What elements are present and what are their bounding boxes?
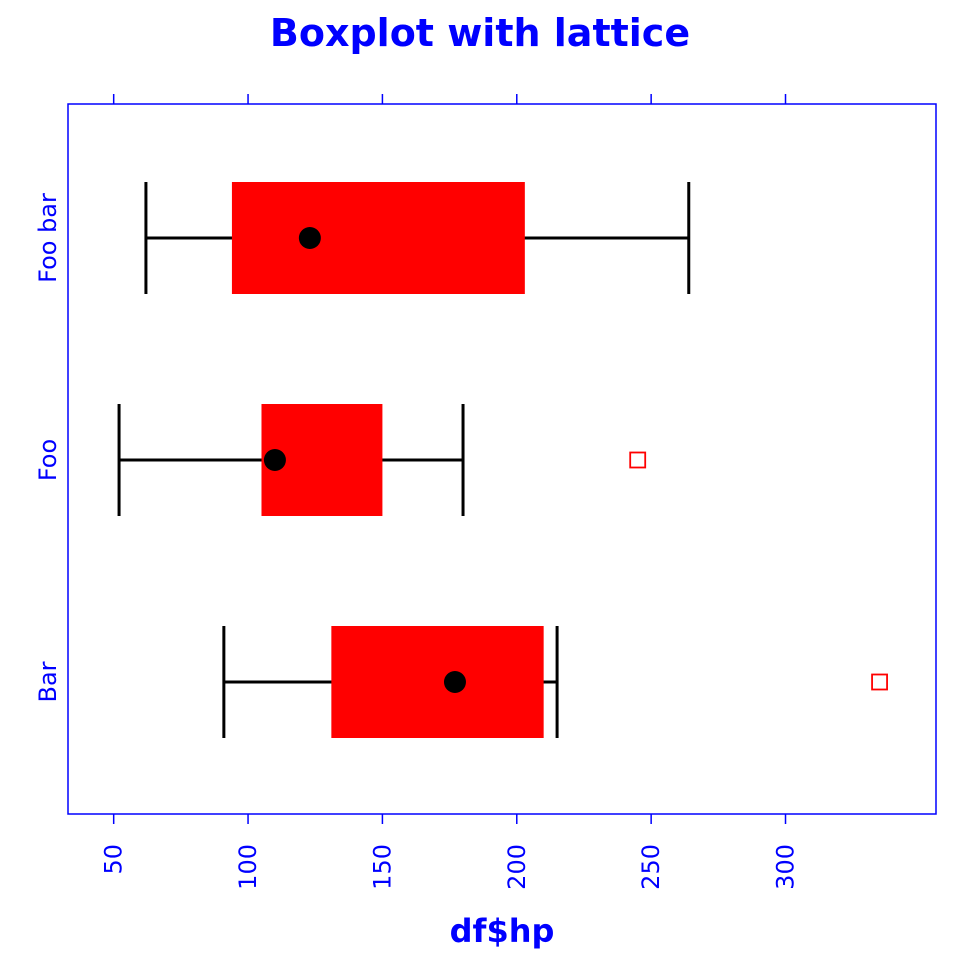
x-tick-label: 300 — [772, 844, 800, 890]
bottom-axis-ticks — [112, 814, 787, 824]
median-dot — [298, 227, 321, 249]
iqr-box — [331, 626, 544, 738]
x-tick-label: 50 — [100, 844, 128, 875]
box-group — [222, 626, 888, 738]
category-labels: Bar Foo Foo bar — [34, 193, 62, 703]
x-tick-label: 200 — [503, 844, 531, 890]
boxes — [117, 182, 888, 738]
x-axis-label: df$hp — [450, 912, 555, 950]
category-label: Foo — [34, 439, 62, 481]
chart-title: Boxplot with lattice — [270, 11, 690, 55]
outlier-marker — [871, 673, 888, 691]
category-label: Foo bar — [34, 193, 62, 283]
top-axis-ticks — [112, 94, 787, 104]
median-dot — [263, 449, 286, 471]
plot-frame — [67, 103, 937, 815]
x-tick-label: 250 — [637, 844, 665, 890]
x-tick-labels: 50 100 150 200 250 300 — [100, 844, 800, 890]
x-tick-label: 100 — [234, 844, 262, 890]
outlier-marker — [629, 451, 647, 469]
category-label: Bar — [34, 661, 62, 702]
box-group — [117, 404, 647, 516]
x-tick-label: 150 — [368, 844, 396, 890]
median-dot — [443, 671, 466, 693]
box-group — [144, 182, 691, 294]
iqr-box — [231, 182, 525, 294]
